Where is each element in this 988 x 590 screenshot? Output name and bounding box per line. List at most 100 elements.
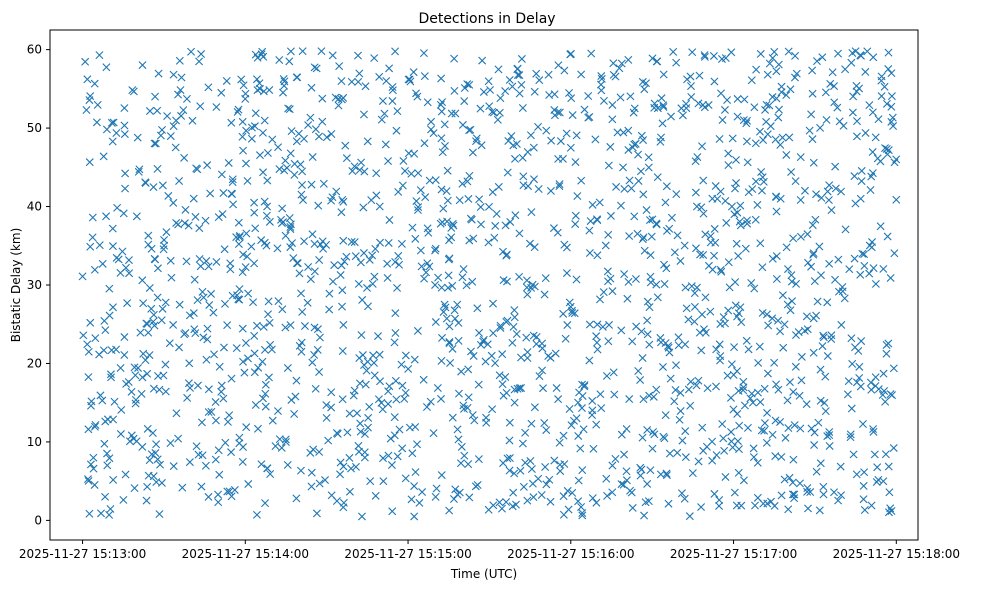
data-point [460, 97, 469, 106]
data-point [465, 236, 474, 245]
data-point [711, 182, 720, 191]
data-point [112, 129, 121, 138]
data-point [731, 301, 740, 310]
data-point [318, 94, 327, 103]
data-point [812, 57, 821, 66]
data-point [462, 281, 471, 290]
data-point [257, 50, 266, 59]
data-point [530, 243, 539, 252]
data-point [592, 338, 601, 347]
data-point [277, 443, 286, 452]
data-point [729, 370, 738, 379]
data-point [636, 375, 645, 384]
data-point [602, 371, 611, 380]
data-point [102, 63, 111, 72]
data-point [347, 237, 356, 246]
data-point [281, 323, 290, 332]
data-point [821, 407, 830, 416]
data-point [83, 75, 92, 84]
data-point [296, 160, 305, 169]
data-point [676, 256, 685, 265]
data-point [310, 267, 319, 276]
data-point [740, 401, 749, 410]
data-point [89, 464, 98, 473]
data-point [370, 272, 379, 281]
data-point [660, 260, 669, 269]
data-point [841, 65, 850, 74]
data-point [699, 446, 708, 455]
data-point [516, 466, 525, 475]
data-point [521, 428, 530, 437]
data-point [314, 201, 323, 210]
data-point [706, 232, 715, 241]
data-point [770, 47, 779, 56]
data-point [433, 384, 442, 392]
data-point [175, 300, 184, 309]
data-point [299, 196, 308, 205]
data-point [678, 111, 687, 120]
data-point [298, 307, 307, 316]
data-point [345, 453, 354, 462]
data-point [214, 213, 223, 222]
data-point [808, 221, 817, 230]
data-point [132, 212, 141, 221]
data-point [267, 345, 276, 354]
data-point [437, 283, 446, 292]
data-point [155, 510, 164, 519]
data-point [785, 473, 794, 482]
data-point [106, 504, 115, 513]
data-point [787, 271, 796, 280]
data-point [890, 158, 899, 167]
data-point [387, 461, 396, 470]
data-point [736, 303, 745, 312]
data-point [220, 245, 229, 254]
data-point [744, 188, 753, 197]
data-point [855, 362, 864, 371]
data-point [710, 224, 719, 233]
data-point [530, 87, 539, 96]
data-point [825, 441, 834, 450]
data-point [850, 172, 859, 181]
data-point [747, 279, 756, 287]
data-point [306, 113, 315, 122]
data-point [853, 117, 862, 126]
data-point [787, 168, 796, 177]
data-point [488, 405, 497, 414]
data-point [431, 246, 440, 255]
data-point [751, 177, 760, 186]
data-point [342, 252, 351, 261]
data-point [445, 254, 454, 263]
data-point [611, 454, 620, 463]
data-point [188, 116, 197, 125]
data-point [518, 153, 527, 162]
data-point [401, 474, 410, 483]
data-point [235, 295, 244, 304]
data-point [550, 90, 559, 99]
data-point [804, 504, 812, 513]
data-point [290, 170, 299, 179]
data-point [292, 73, 301, 82]
data-point [457, 442, 466, 451]
data-point [321, 476, 330, 485]
data-point [847, 334, 856, 343]
data-point [318, 117, 327, 126]
data-point [546, 353, 555, 362]
data-point [198, 451, 207, 460]
data-point [674, 333, 683, 342]
data-point [636, 167, 645, 176]
data-point [138, 442, 147, 451]
data-point [630, 104, 639, 113]
data-point [278, 204, 287, 213]
data-point [828, 68, 837, 77]
data-point [792, 279, 801, 288]
data-point [790, 73, 799, 82]
data-point [414, 169, 423, 178]
data-point [350, 238, 359, 247]
data-point [756, 398, 765, 407]
data-point [661, 339, 670, 348]
data-point [422, 402, 431, 411]
data-point [145, 456, 154, 465]
data-point [821, 372, 830, 381]
data-point [141, 356, 150, 365]
data-point [847, 58, 856, 67]
